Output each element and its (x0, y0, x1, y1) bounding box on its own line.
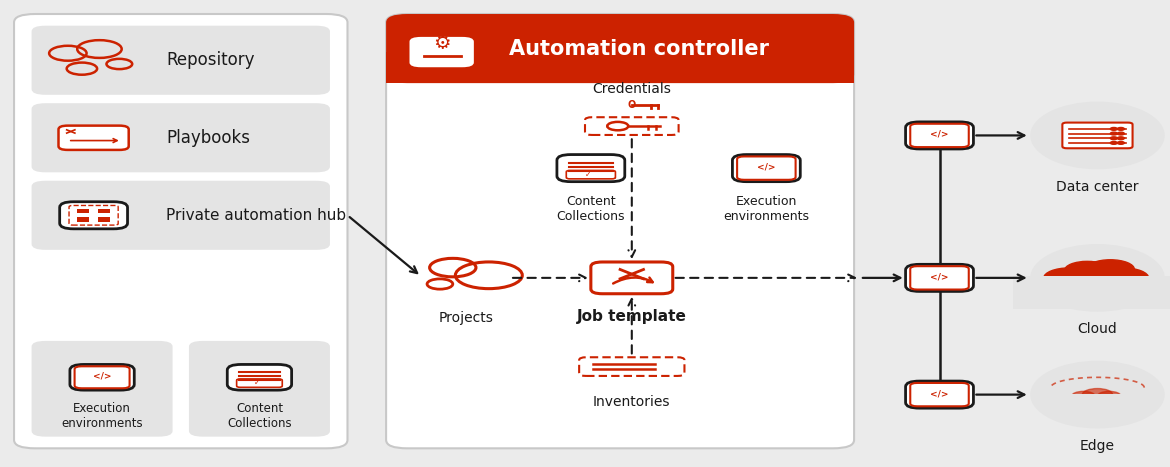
FancyBboxPatch shape (14, 14, 347, 448)
FancyBboxPatch shape (732, 155, 800, 182)
Text: Execution
environments: Execution environments (723, 195, 810, 223)
Circle shape (455, 262, 522, 289)
Text: Automation controller: Automation controller (509, 39, 769, 58)
Circle shape (1097, 268, 1149, 288)
Text: Data center: Data center (1057, 180, 1138, 194)
FancyBboxPatch shape (579, 357, 684, 376)
FancyBboxPatch shape (591, 262, 673, 294)
Text: Cloud: Cloud (1078, 322, 1117, 336)
FancyBboxPatch shape (1062, 122, 1133, 148)
Circle shape (1110, 132, 1117, 135)
Circle shape (1044, 268, 1095, 288)
FancyBboxPatch shape (58, 126, 129, 150)
Bar (98, 209, 110, 213)
FancyBboxPatch shape (906, 381, 973, 408)
Text: </>: </> (930, 272, 949, 282)
Text: </>: </> (930, 389, 949, 398)
Circle shape (1117, 142, 1124, 144)
Circle shape (1110, 127, 1117, 130)
FancyBboxPatch shape (585, 117, 679, 135)
Circle shape (1097, 391, 1121, 401)
Circle shape (1072, 391, 1095, 401)
Bar (98, 217, 110, 222)
Bar (1012, 276, 1170, 310)
Circle shape (1110, 142, 1117, 144)
Bar (1053, 394, 1142, 412)
Circle shape (1110, 137, 1117, 140)
FancyBboxPatch shape (190, 341, 330, 437)
Text: Content
Collections: Content Collections (227, 402, 291, 430)
Text: ✓: ✓ (585, 170, 592, 179)
Text: Repository: Repository (166, 51, 255, 69)
FancyBboxPatch shape (386, 14, 854, 448)
Ellipse shape (1030, 244, 1165, 312)
FancyBboxPatch shape (906, 122, 973, 149)
Ellipse shape (1030, 361, 1165, 429)
FancyBboxPatch shape (32, 103, 330, 172)
FancyBboxPatch shape (32, 181, 330, 250)
Circle shape (1082, 389, 1113, 401)
Circle shape (1117, 132, 1124, 135)
Bar (1053, 277, 1142, 296)
Text: </>: </> (92, 372, 111, 381)
FancyBboxPatch shape (32, 341, 173, 437)
Text: Credentials: Credentials (592, 82, 672, 96)
FancyBboxPatch shape (410, 37, 474, 67)
FancyBboxPatch shape (227, 364, 291, 390)
Text: ⚙: ⚙ (434, 35, 450, 53)
Text: </>: </> (930, 130, 949, 139)
Text: Edge: Edge (1080, 439, 1115, 453)
Text: ✓: ✓ (254, 378, 260, 387)
FancyBboxPatch shape (906, 264, 973, 291)
Text: Inventories: Inventories (593, 395, 670, 409)
Bar (77, 209, 89, 213)
Text: Job template: Job template (577, 309, 687, 324)
FancyBboxPatch shape (32, 26, 330, 95)
Text: Private automation hub: Private automation hub (166, 208, 346, 223)
Ellipse shape (1030, 101, 1165, 170)
Text: O: O (627, 100, 636, 110)
Text: Projects: Projects (439, 311, 493, 325)
Bar (77, 217, 89, 222)
Text: Execution
environments: Execution environments (61, 402, 143, 430)
Text: Content
Collections: Content Collections (557, 195, 625, 223)
Text: </>: </> (757, 163, 776, 172)
Circle shape (1117, 127, 1124, 130)
Circle shape (1086, 260, 1135, 279)
Circle shape (1117, 137, 1124, 140)
Bar (386, 52, 854, 83)
FancyBboxPatch shape (557, 155, 625, 182)
FancyBboxPatch shape (386, 14, 854, 83)
Circle shape (1064, 262, 1131, 289)
Circle shape (1065, 262, 1110, 279)
FancyBboxPatch shape (70, 364, 135, 390)
FancyBboxPatch shape (60, 202, 128, 229)
Text: Playbooks: Playbooks (166, 129, 250, 147)
